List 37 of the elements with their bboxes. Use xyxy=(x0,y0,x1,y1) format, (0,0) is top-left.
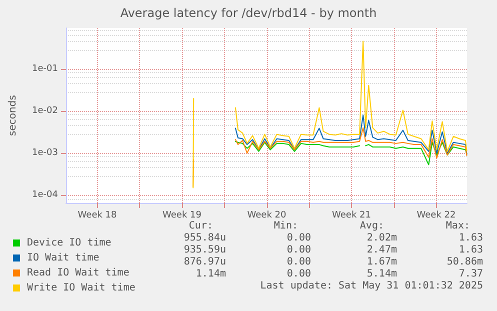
text: Cur: xyxy=(188,220,213,232)
text: 7.37 xyxy=(458,268,483,280)
text: 1.63 xyxy=(458,244,483,256)
text: 0.00 xyxy=(286,268,311,280)
x-tick-label: Week 22 xyxy=(416,210,456,220)
y-axis-title: seconds xyxy=(8,95,18,136)
y-tick-label: 1e-01 xyxy=(32,64,58,74)
text: 5.14m xyxy=(366,268,397,280)
text: 50.86m xyxy=(446,256,483,268)
chart-title: Average latency for /dev/rbd14 - by month xyxy=(120,6,377,20)
x-tick-label: Week 19 xyxy=(162,210,202,220)
text: 0.00 xyxy=(286,244,311,256)
text: 935.59u xyxy=(184,244,226,256)
text: 0.00 xyxy=(286,256,311,268)
y-tick-label: 1e-04 xyxy=(32,190,58,200)
text: 1.14m xyxy=(196,268,226,280)
text: 1.67m xyxy=(366,256,397,268)
text: 0.00 xyxy=(286,232,311,244)
text: 876.97u xyxy=(184,256,226,268)
x-tick-label: Week 18 xyxy=(78,210,118,220)
text: Min: xyxy=(274,220,298,232)
text: 955.84u xyxy=(184,232,226,244)
y-tick-label: 1e-02 xyxy=(32,106,58,116)
y-tick-label: 1e-03 xyxy=(32,148,58,158)
text: 1.63 xyxy=(458,232,483,244)
text: Last update: Sat May 31 01:01:32 2025 xyxy=(260,280,483,292)
legend-label: Device IO time xyxy=(27,238,112,248)
x-tick-label: Week 20 xyxy=(247,210,287,220)
text: Avg: xyxy=(360,220,384,232)
text: 2.47m xyxy=(366,244,397,256)
legend-label: Write IO Wait time xyxy=(27,282,136,294)
legend-label: IO Wait time xyxy=(27,252,100,264)
legend-label: Read IO Wait time xyxy=(27,268,130,278)
line-series xyxy=(234,114,468,155)
text: Max: xyxy=(446,220,470,232)
x-tick-label: Week 21 xyxy=(332,210,371,220)
text: 2.02m xyxy=(366,232,397,244)
